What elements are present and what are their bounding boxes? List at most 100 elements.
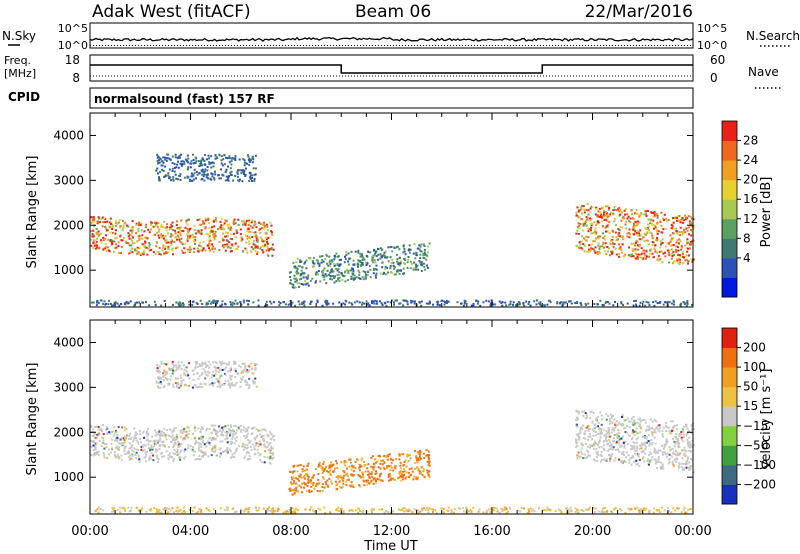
scatter-cell — [242, 429, 245, 432]
scatter-cell — [230, 426, 232, 429]
scatter-cell — [187, 374, 190, 377]
scatter-cell — [685, 254, 688, 257]
scatter-cell — [163, 444, 166, 447]
scatter-cell — [677, 453, 680, 456]
scatter-cell — [646, 425, 649, 428]
scatter-cell — [227, 424, 230, 427]
scatter-cell — [222, 450, 224, 453]
scatter-cell — [113, 302, 116, 305]
scatter-cell — [575, 440, 578, 443]
scatter-cell — [591, 438, 593, 441]
scatter-cell — [233, 302, 236, 305]
scatter-cell — [191, 386, 194, 389]
scatter-cell — [219, 507, 222, 510]
scatter-cell — [156, 455, 159, 458]
scatter-cell — [263, 455, 266, 458]
scatter-cell — [201, 451, 204, 454]
scatter-cell — [666, 220, 669, 223]
scatter-cell — [418, 456, 421, 458]
scatter-cell — [200, 169, 203, 172]
scatter-cell — [581, 212, 583, 215]
scatter-cell — [677, 249, 680, 252]
scatter-cell — [103, 454, 106, 457]
scatter-cell — [580, 302, 582, 305]
scatter-cell — [352, 486, 355, 488]
scatter-cell — [548, 299, 551, 302]
scatter-cell — [608, 232, 611, 234]
scatter-cell — [422, 252, 425, 255]
colorbar-segment — [722, 179, 737, 200]
scatter-cell — [682, 255, 685, 258]
scatter-cell — [619, 445, 622, 448]
scatter-cell — [264, 243, 267, 246]
scatter-cell — [253, 445, 256, 448]
scatter-cell — [586, 456, 589, 459]
scatter-cell — [192, 236, 195, 238]
scatter-cell — [529, 507, 532, 510]
scatter-cell — [635, 253, 638, 256]
freq-label: Freq. — [4, 54, 31, 67]
scatter-cell — [664, 217, 667, 220]
scatter-cell — [576, 425, 579, 428]
scatter-cell — [343, 460, 346, 462]
scatter-cell — [95, 240, 98, 243]
scatter-cell — [118, 304, 121, 307]
scatter-cell — [681, 462, 684, 465]
scatter-cell — [647, 210, 650, 212]
scatter-cell — [380, 479, 383, 482]
scatter-cell — [638, 509, 640, 512]
scatter-cell — [154, 439, 157, 442]
colorbar-tick-label: 24 — [743, 153, 758, 167]
scatter-cell — [153, 442, 156, 445]
scatter-cell — [176, 227, 179, 230]
scatter-cell — [308, 257, 311, 260]
scatter-cell — [692, 471, 695, 474]
scatter-cell — [359, 252, 362, 255]
scatter-cell — [169, 226, 171, 229]
scatter-cell — [653, 241, 655, 244]
scatter-cell — [235, 381, 238, 384]
scatter-cell — [170, 242, 173, 245]
scatter-cell — [171, 170, 174, 172]
scatter-cell — [301, 470, 304, 473]
scatter-cell — [594, 232, 597, 235]
scatter-cell — [633, 449, 636, 452]
scatter-cell — [427, 464, 430, 467]
scatter-cell — [172, 179, 175, 182]
scatter-cell — [337, 475, 340, 477]
scatter-cell — [341, 485, 344, 488]
scatter-cell — [181, 249, 183, 252]
scatter-cell — [108, 225, 111, 228]
scatter-cell — [656, 509, 659, 512]
colorbar-segment — [722, 160, 737, 181]
scatter-cell — [224, 219, 227, 222]
scatter-cell — [115, 456, 118, 459]
scatter-cell — [600, 423, 603, 426]
scatter-cell — [294, 265, 297, 268]
scatter-cell — [673, 452, 676, 455]
scatter-cell — [608, 445, 611, 448]
scatter-cell — [225, 168, 228, 171]
scatter-cell — [172, 460, 175, 462]
scatter-cell — [234, 157, 237, 160]
scatter-cell — [221, 440, 224, 443]
scatter-cell — [602, 511, 605, 514]
scatter-cell — [303, 486, 306, 489]
scatter-cell — [585, 250, 588, 253]
scatter-cell — [114, 219, 117, 222]
scatter-cell — [674, 509, 676, 512]
scatter-cell — [219, 304, 222, 307]
scatter-cell — [196, 441, 199, 444]
scatter-cell — [172, 386, 175, 388]
scatter-cell — [332, 270, 335, 273]
scatter-cell — [354, 250, 357, 253]
scatter-cell — [183, 251, 186, 254]
scatter-cell — [597, 454, 600, 456]
scatter-cell — [274, 510, 277, 513]
scatter-cell — [334, 275, 336, 278]
scatter-cell — [636, 421, 639, 424]
scatter-cell — [227, 383, 230, 386]
scatter-cell — [184, 438, 187, 441]
scatter-cell — [237, 428, 240, 431]
